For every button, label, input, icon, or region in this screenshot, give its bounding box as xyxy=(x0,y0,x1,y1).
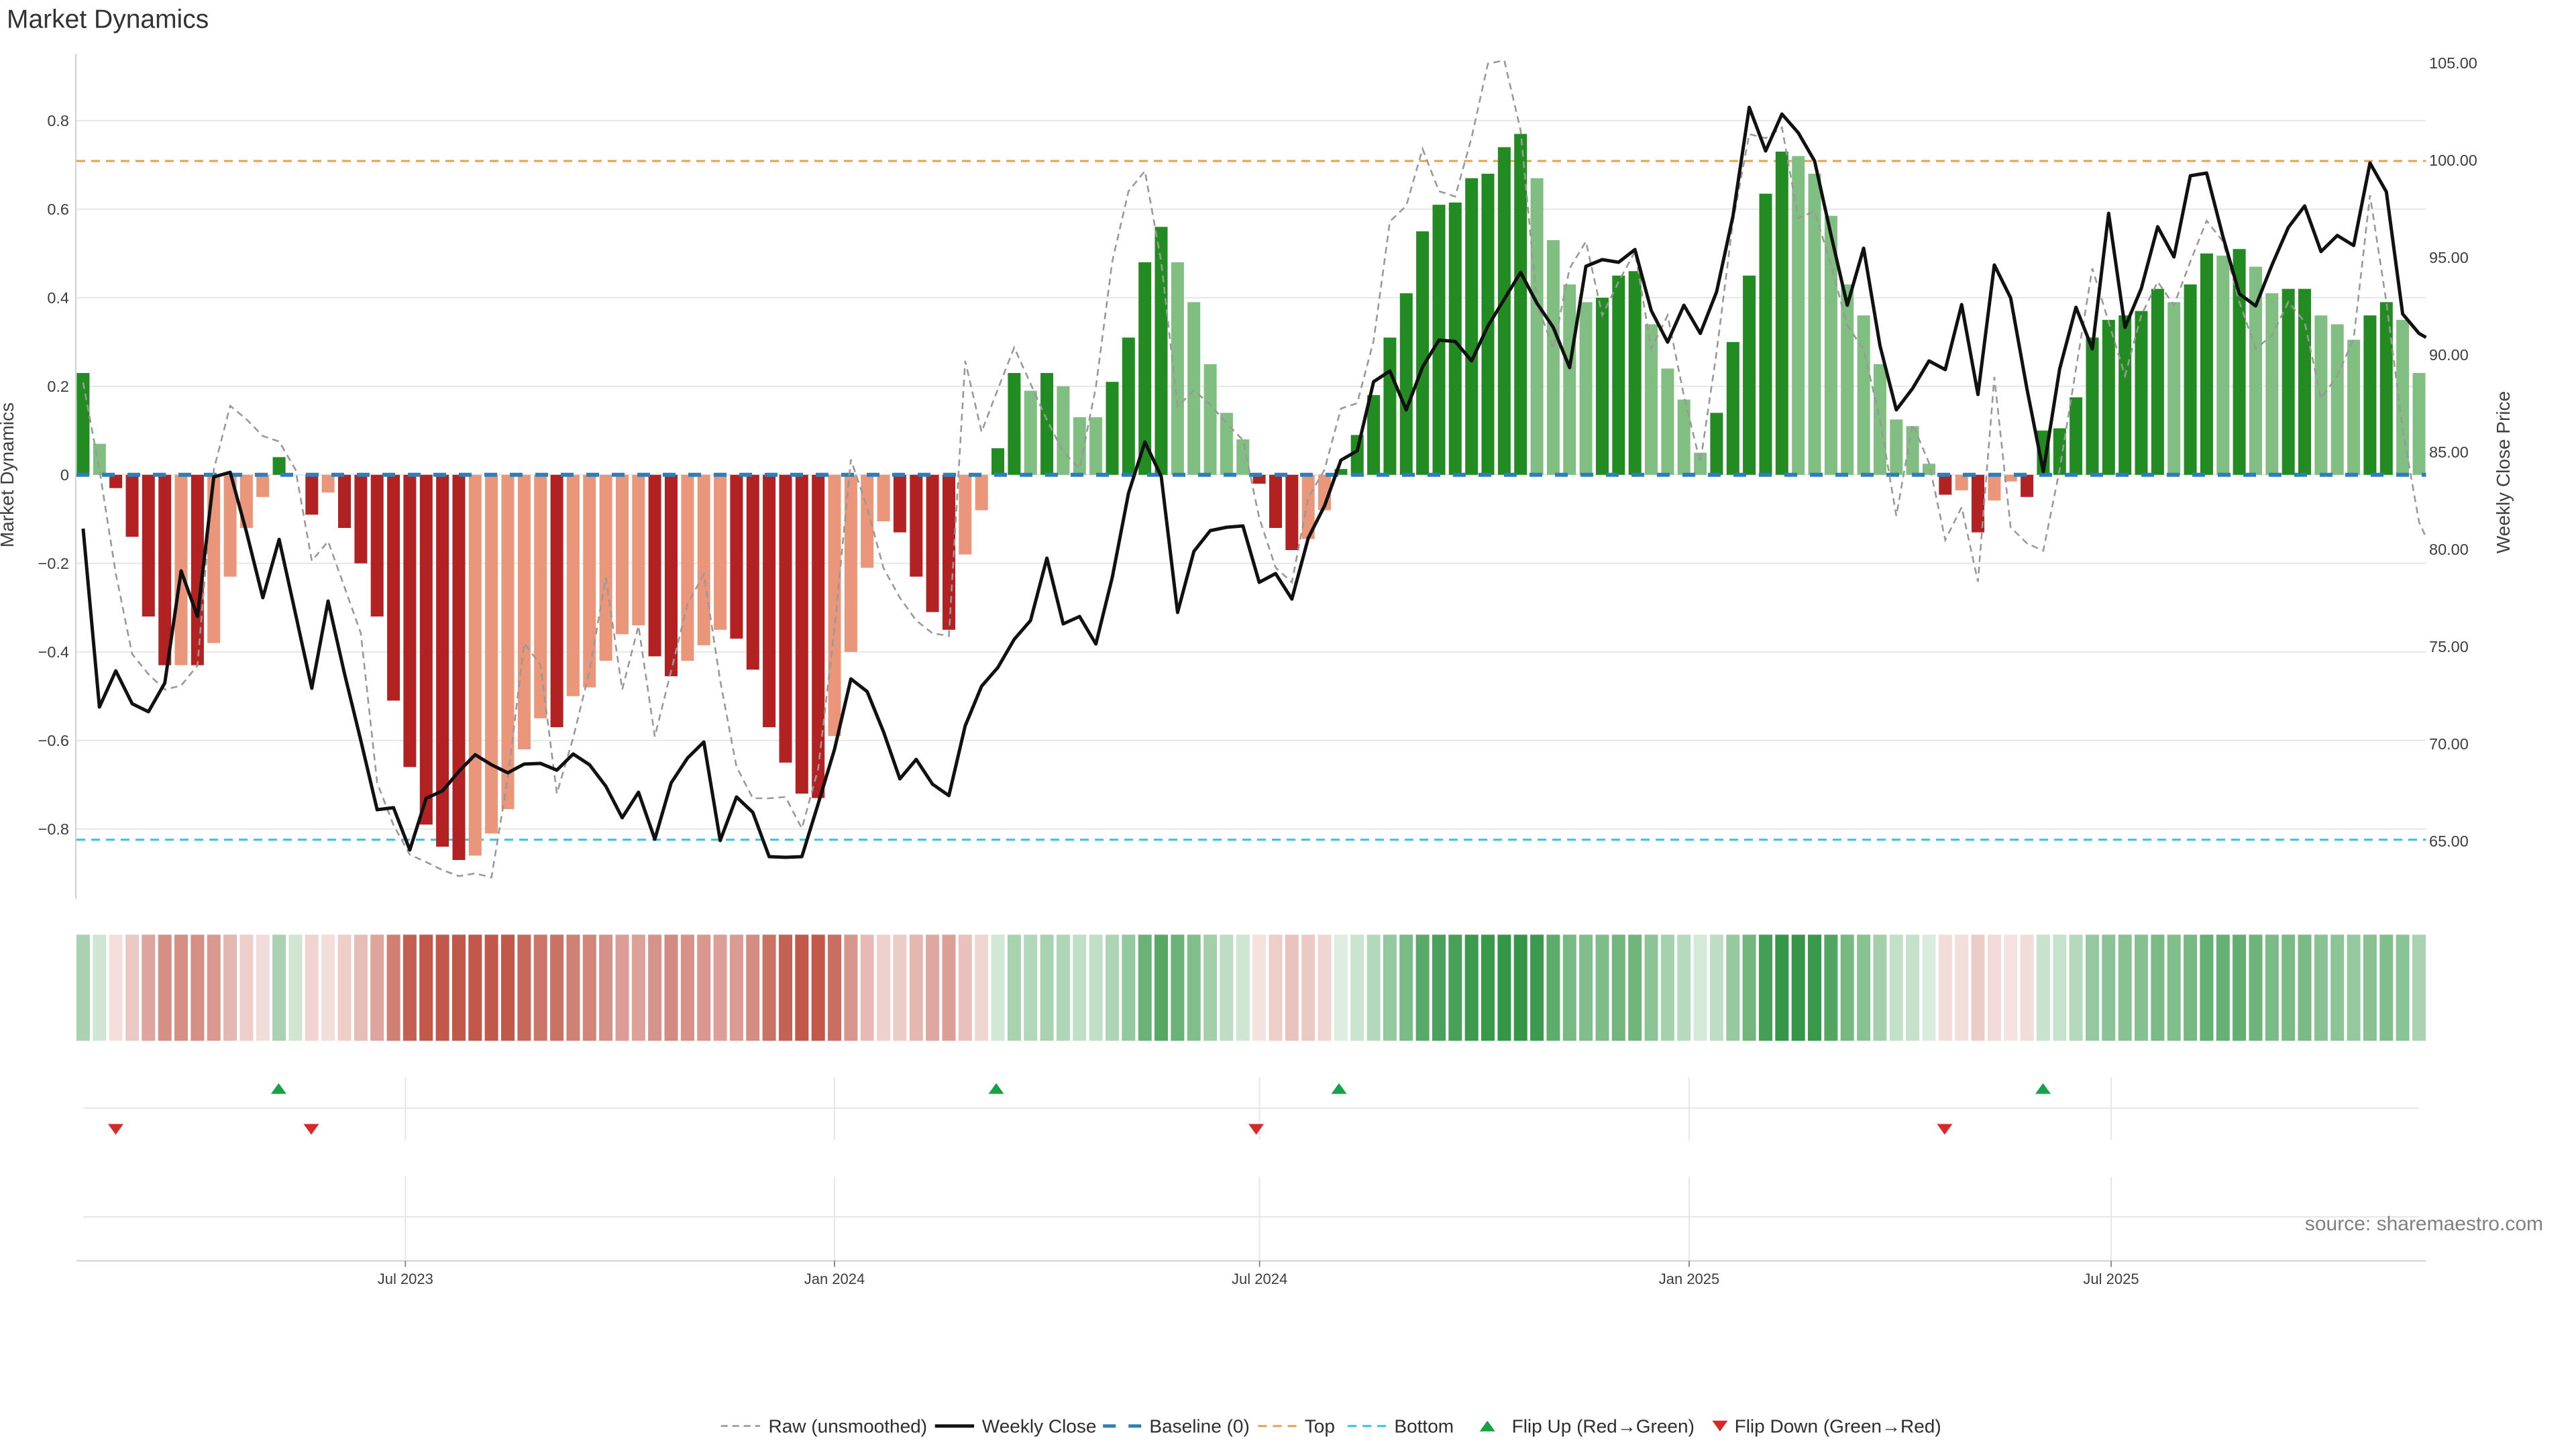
svg-text:75.00: 75.00 xyxy=(2429,638,2469,655)
svg-text:70.00: 70.00 xyxy=(2429,735,2469,753)
svg-text:source: sharemaestro.com: source: sharemaestro.com xyxy=(2305,1213,2543,1235)
svg-text:0.4: 0.4 xyxy=(47,289,69,307)
svg-text:Flip Up (Red→Green): Flip Up (Red→Green) xyxy=(1512,1416,1695,1437)
svg-text:Weekly Close Price: Weekly Close Price xyxy=(2493,391,2514,553)
svg-text:Flip Down (Green→Red): Flip Down (Green→Red) xyxy=(1735,1416,1941,1437)
svg-text:Jul 2023: Jul 2023 xyxy=(378,1271,433,1287)
svg-text:Market Dynamics: Market Dynamics xyxy=(0,402,17,547)
svg-text:Weekly Close: Weekly Close xyxy=(982,1416,1097,1437)
svg-text:Baseline (0): Baseline (0) xyxy=(1149,1416,1249,1437)
svg-text:105.00: 105.00 xyxy=(2429,54,2477,72)
svg-text:Jul 2024: Jul 2024 xyxy=(1232,1271,1287,1287)
svg-text:95.00: 95.00 xyxy=(2429,249,2469,266)
svg-text:Jan 2024: Jan 2024 xyxy=(804,1271,865,1287)
svg-text:−0.8: −0.8 xyxy=(38,820,69,838)
svg-text:0.6: 0.6 xyxy=(47,201,69,218)
svg-text:85.00: 85.00 xyxy=(2429,443,2469,461)
svg-text:−0.4: −0.4 xyxy=(38,643,69,661)
svg-text:Bottom: Bottom xyxy=(1394,1416,1454,1437)
svg-text:Jul 2025: Jul 2025 xyxy=(2083,1271,2139,1287)
svg-text:Jan 2025: Jan 2025 xyxy=(1659,1271,1720,1287)
svg-text:−0.6: −0.6 xyxy=(38,732,69,749)
svg-text:Market Dynamics: Market Dynamics xyxy=(7,5,209,34)
svg-text:0.2: 0.2 xyxy=(47,378,69,395)
svg-text:90.00: 90.00 xyxy=(2429,346,2469,364)
svg-text:0.8: 0.8 xyxy=(47,112,69,129)
svg-text:0: 0 xyxy=(60,466,69,484)
svg-text:80.00: 80.00 xyxy=(2429,541,2469,558)
svg-text:100.00: 100.00 xyxy=(2429,152,2477,169)
svg-text:Top: Top xyxy=(1305,1416,1335,1437)
svg-text:Raw (unsmoothed): Raw (unsmoothed) xyxy=(769,1416,928,1437)
svg-text:−0.2: −0.2 xyxy=(38,555,69,572)
svg-text:65.00: 65.00 xyxy=(2429,833,2469,850)
